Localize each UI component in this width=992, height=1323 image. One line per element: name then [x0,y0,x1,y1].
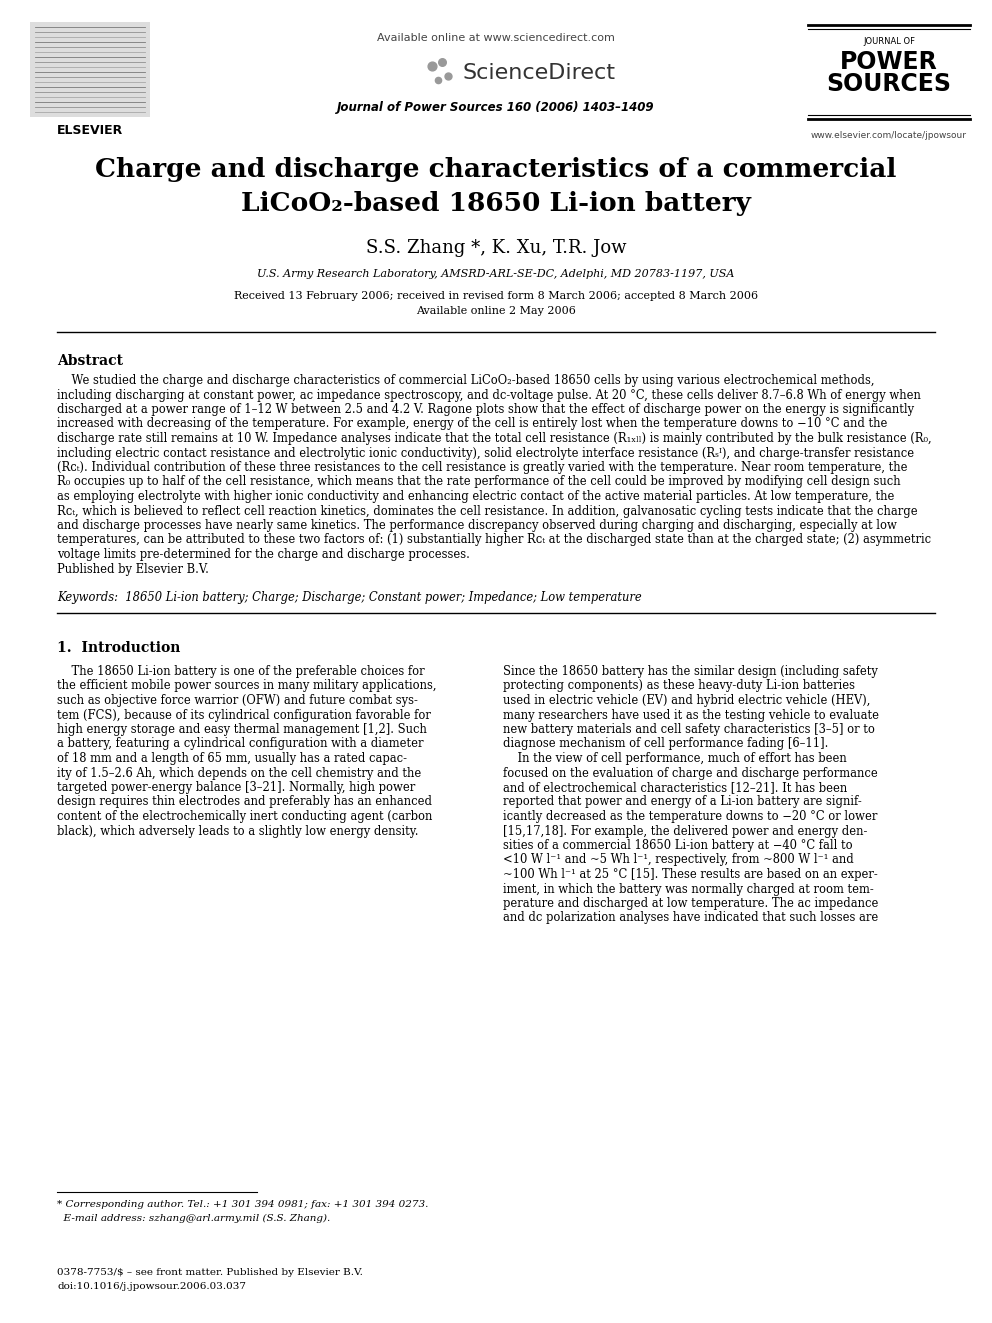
Text: ity of 1.5–2.6 Ah, which depends on the cell chemistry and the: ity of 1.5–2.6 Ah, which depends on the … [57,766,422,779]
Point [440,65,456,86]
Text: ScienceDirect: ScienceDirect [462,64,615,83]
Text: as employing electrolyte with higher ionic conductivity and enhancing electric c: as employing electrolyte with higher ion… [57,490,895,503]
Text: such as objective force warrior (OFW) and future combat sys-: such as objective force warrior (OFW) an… [57,695,418,706]
Text: many researchers have used it as the testing vehicle to evaluate: many researchers have used it as the tes… [503,709,879,721]
Text: S.S. Zhang *, K. Xu, T.R. Jow: S.S. Zhang *, K. Xu, T.R. Jow [366,239,626,257]
Text: 0378-7753/$ – see front matter. Published by Elsevier B.V.: 0378-7753/$ – see front matter. Publishe… [57,1267,363,1277]
Text: We studied the charge and discharge characteristics of commercial LiCoO₂-based 1: We studied the charge and discharge char… [57,374,875,388]
Text: including electric contact resistance and electrolytic ionic conductivity), soli: including electric contact resistance an… [57,446,914,459]
Bar [30,22,150,116]
Text: ~100 Wh l⁻¹ at 25 °C [15]. These results are based on an exper-: ~100 Wh l⁻¹ at 25 °C [15]. These results… [503,868,878,881]
Text: 1.  Introduction: 1. Introduction [57,642,181,655]
Text: Abstract: Abstract [57,355,123,368]
Text: U.S. Army Research Laboratory, AMSRD-ARL-SE-DC, Adelphi, MD 20783-1197, USA: U.S. Army Research Laboratory, AMSRD-ARL… [257,269,735,279]
Text: discharge rate still remains at 10 W. Impedance analyses indicate that the total: discharge rate still remains at 10 W. Im… [57,433,931,445]
Text: a battery, featuring a cylindrical configuration with a diameter: a battery, featuring a cylindrical confi… [57,737,424,750]
Text: E-mail address: szhang@arl.army.mil (S.S. Zhang).: E-mail address: szhang@arl.army.mil (S.S… [57,1215,330,1224]
Text: content of the electrochemically inert conducting agent (carbon: content of the electrochemically inert c… [57,810,433,823]
Text: including discharging at constant power, ac impedance spectroscopy, and dc-volta: including discharging at constant power,… [57,389,921,401]
Text: reported that power and energy of a Li-ion battery are signif-: reported that power and energy of a Li-i… [503,795,862,808]
Text: and discharge processes have nearly same kinetics. The performance discrepancy o: and discharge processes have nearly same… [57,519,897,532]
Text: tem (FCS), because of its cylindrical configuration favorable for: tem (FCS), because of its cylindrical co… [57,709,431,721]
Text: the efficient mobile power sources in many military applications,: the efficient mobile power sources in ma… [57,680,436,692]
Text: POWER: POWER [840,50,937,74]
Text: Since the 18650 battery has the similar design (including safety: Since the 18650 battery has the similar … [503,665,878,677]
Text: and of electrochemical characteristics [12–21]. It has been: and of electrochemical characteristics [… [503,781,847,794]
Text: <10 W l⁻¹ and ~5 Wh l⁻¹, respectively, from ~800 W l⁻¹ and: <10 W l⁻¹ and ~5 Wh l⁻¹, respectively, f… [503,853,854,867]
Text: focused on the evaluation of charge and discharge performance: focused on the evaluation of charge and … [503,766,878,779]
Text: targeted power-energy balance [3–21]. Normally, high power: targeted power-energy balance [3–21]. No… [57,781,416,794]
Text: Charge and discharge characteristics of a commercial: Charge and discharge characteristics of … [95,157,897,183]
Point [431,69,446,90]
Text: increased with decreasing of the temperature. For example, energy of the cell is: increased with decreasing of the tempera… [57,418,888,430]
Text: SOURCES: SOURCES [826,71,951,97]
Text: Rᴄₜ, which is believed to reflect cell reaction kinetics, dominates the cell res: Rᴄₜ, which is believed to reflect cell r… [57,504,918,517]
Text: icantly decreased as the temperature downs to −20 °C or lower: icantly decreased as the temperature dow… [503,810,877,823]
Text: ELSEVIER: ELSEVIER [57,124,123,138]
Text: The 18650 Li-ion battery is one of the preferable choices for: The 18650 Li-ion battery is one of the p… [57,665,425,677]
Text: Journal of Power Sources 160 (2006) 1403–1409: Journal of Power Sources 160 (2006) 1403… [337,102,655,115]
Text: (Rᴄₜ). Individual contribution of these three resistances to the cell resistance: (Rᴄₜ). Individual contribution of these … [57,460,908,474]
Text: [15,17,18]. For example, the delivered power and energy den-: [15,17,18]. For example, the delivered p… [503,824,867,837]
Text: iment, in which the battery was normally charged at room tem-: iment, in which the battery was normally… [503,882,874,896]
Text: used in electric vehicle (EV) and hybrid electric vehicle (HEV),: used in electric vehicle (EV) and hybrid… [503,695,870,706]
Text: perature and discharged at low temperature. The ac impedance: perature and discharged at low temperatu… [503,897,878,910]
Text: discharged at a power range of 1–12 W between 2.5 and 4.2 V. Ragone plots show t: discharged at a power range of 1–12 W be… [57,404,914,415]
Point [424,56,439,77]
Text: new battery materials and cell safety characteristics [3–5] or to: new battery materials and cell safety ch… [503,722,875,736]
Text: high energy storage and easy thermal management [1,2]. Such: high energy storage and easy thermal man… [57,722,427,736]
Text: doi:10.1016/j.jpowsour.2006.03.037: doi:10.1016/j.jpowsour.2006.03.037 [57,1282,246,1291]
Text: diagnose mechanism of cell performance fading [6–11].: diagnose mechanism of cell performance f… [503,737,828,750]
Text: voltage limits pre-determined for the charge and discharge processes.: voltage limits pre-determined for the ch… [57,548,470,561]
Text: Received 13 February 2006; received in revised form 8 March 2006; accepted 8 Mar: Received 13 February 2006; received in r… [234,291,758,302]
Text: Available online at www.sciencedirect.com: Available online at www.sciencedirect.co… [377,33,615,44]
Text: black), which adversely leads to a slightly low energy density.: black), which adversely leads to a sligh… [57,824,419,837]
Text: LiCoO₂-based 18650 Li-ion battery: LiCoO₂-based 18650 Li-ion battery [241,192,751,217]
Point [434,52,450,73]
Text: protecting components) as these heavy-duty Li-ion batteries: protecting components) as these heavy-du… [503,680,855,692]
Text: www.elsevier.com/locate/jpowsour: www.elsevier.com/locate/jpowsour [811,131,967,140]
Text: Keywords:  18650 Li-ion battery; Charge; Discharge; Constant power; Impedance; L: Keywords: 18650 Li-ion battery; Charge; … [57,591,642,605]
Text: temperatures, can be attributed to these two factors of: (1) substantially highe: temperatures, can be attributed to these… [57,533,931,546]
Text: R₀ occupies up to half of the cell resistance, which means that the rate perform: R₀ occupies up to half of the cell resis… [57,475,901,488]
Text: Published by Elsevier B.V.: Published by Elsevier B.V. [57,562,209,576]
Text: sities of a commercial 18650 Li-ion battery at −40 °C fall to: sities of a commercial 18650 Li-ion batt… [503,839,853,852]
Text: and dc polarization analyses have indicated that such losses are: and dc polarization analyses have indica… [503,912,878,925]
Text: * Corresponding author. Tel.: +1 301 394 0981; fax: +1 301 394 0273.: * Corresponding author. Tel.: +1 301 394… [57,1200,429,1209]
Text: Available online 2 May 2006: Available online 2 May 2006 [416,306,576,316]
Text: design requires thin electrodes and preferably has an enhanced: design requires thin electrodes and pref… [57,795,432,808]
Text: JOURNAL OF: JOURNAL OF [863,37,915,46]
Text: In the view of cell performance, much of effort has been: In the view of cell performance, much of… [503,751,847,765]
Text: of 18 mm and a length of 65 mm, usually has a rated capac-: of 18 mm and a length of 65 mm, usually … [57,751,407,765]
